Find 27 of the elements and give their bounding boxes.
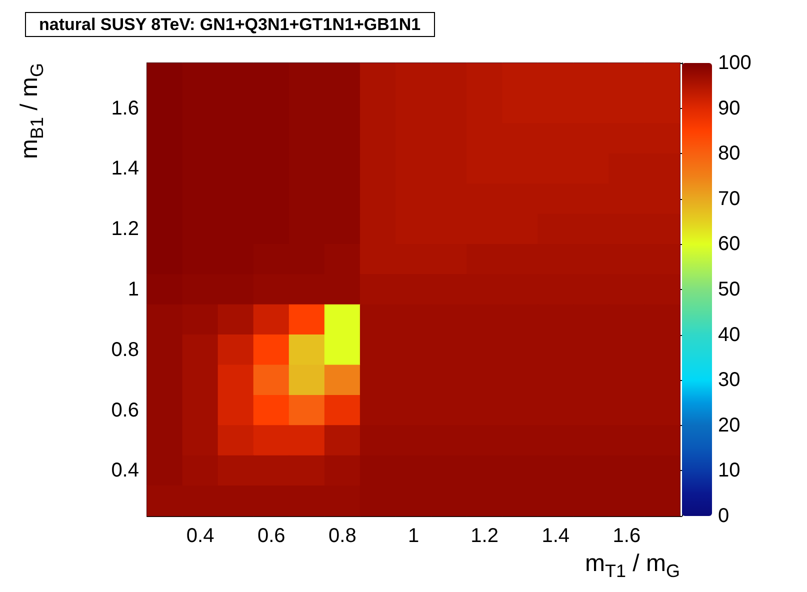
- x-tick-label: 1.6: [612, 525, 641, 547]
- y-tick-label: 1.2: [111, 218, 139, 240]
- color-bar-label: 50: [718, 278, 740, 300]
- color-bar-label: 30: [718, 369, 740, 392]
- color-bar-label: 80: [718, 142, 740, 165]
- x-tick-label: 0.6: [257, 525, 286, 547]
- y-tick-label: 1.4: [111, 158, 139, 180]
- color-bar-label: 70: [718, 188, 740, 210]
- color-bar-label: 10: [718, 460, 740, 482]
- color-bar-label: 20: [718, 414, 740, 436]
- y-tick-label: 1: [128, 278, 139, 300]
- color-bar-label: 0: [718, 505, 730, 527]
- x-tick-label: 0.4: [186, 525, 214, 547]
- y-tick-label: 1.6: [111, 97, 139, 120]
- x-axis-title: m$_{T1}$ / m$_{G}$: [584, 550, 680, 581]
- y-tick-label: 0.4: [111, 460, 139, 482]
- y-tick-label: 0.6: [111, 399, 139, 422]
- color-bar-label: 100: [718, 52, 752, 74]
- x-tick-label: 1.2: [470, 525, 498, 547]
- color-bar-label: 90: [718, 97, 740, 120]
- x-tick-label: 0.8: [328, 525, 356, 547]
- x-tick-label: 1.4: [542, 525, 570, 547]
- color-bar-label: 60: [718, 233, 740, 256]
- x-tick-label: 1: [408, 525, 420, 547]
- chart-title: natural SUSY 8TeV: GN1+Q3N1+GT1N1+GB1N1: [39, 15, 421, 34]
- color-bar-label: 40: [718, 324, 740, 346]
- y-tick-label: 0.8: [111, 338, 139, 361]
